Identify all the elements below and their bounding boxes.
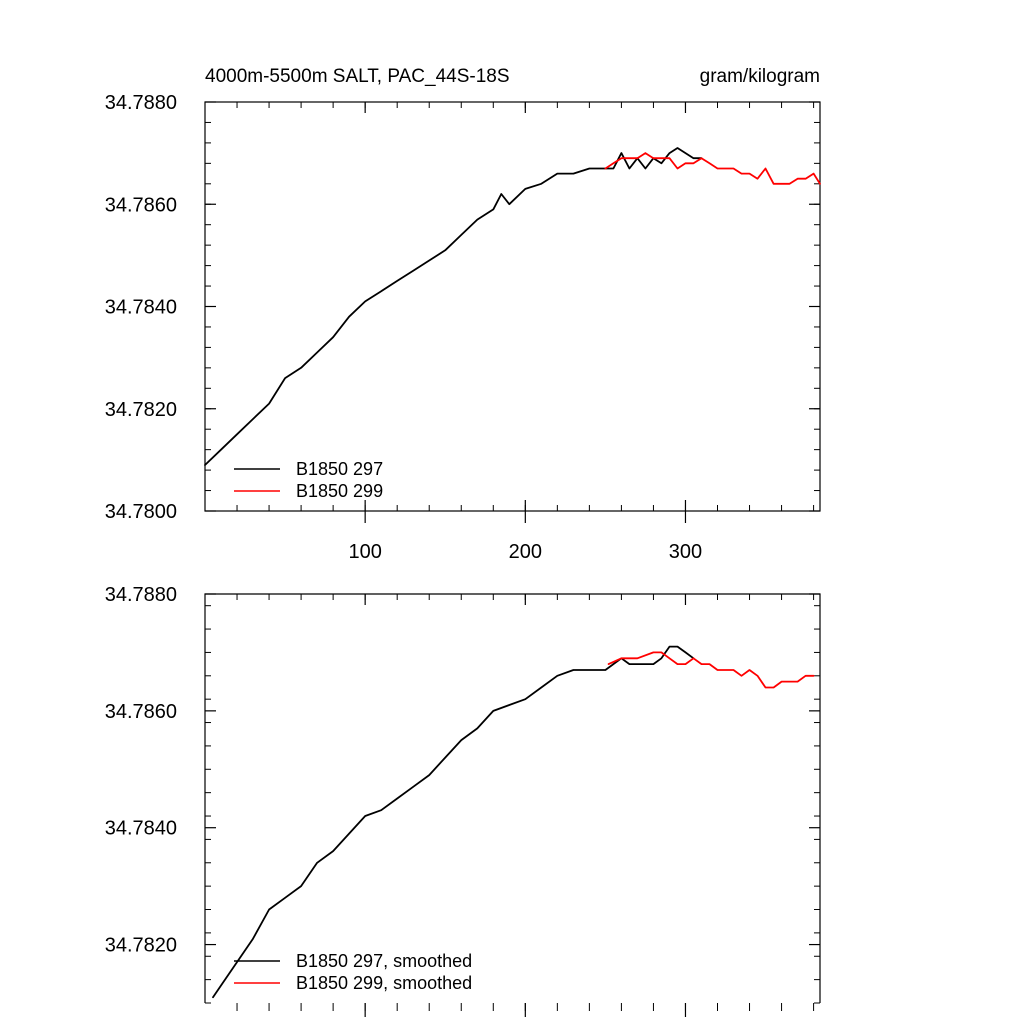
ticks-bottom: 34.7820 34.7840 34.7860 34.7880 xyxy=(105,584,820,1017)
series-line-297 xyxy=(212,645,695,999)
x-tick-label: 200 xyxy=(509,541,542,563)
y-tick-label: 34.7880 xyxy=(105,584,177,606)
series-line-299 xyxy=(607,651,815,689)
series-bottom xyxy=(212,645,815,999)
y-tick-label: 34.7880 xyxy=(105,92,177,114)
legend-label-299-smoothed: B1850 299, smoothed xyxy=(296,973,472,993)
chart-title: 4000m-5500m SALT, PAC_44S-18S xyxy=(205,66,510,87)
y-tick-label: 34.7840 xyxy=(105,297,177,319)
panel-top: 4000m-5500m SALT, PAC_44S-18S gram/kilog… xyxy=(105,66,821,563)
x-tick-label: 300 xyxy=(669,541,702,563)
ticks-top: 34.7800 34.7820 34.7840 34.7860 34.7880 100 20… xyxy=(105,92,820,563)
y-tick-label: 34.7800 xyxy=(105,501,177,523)
legend-label-299: B1850 299 xyxy=(296,481,383,501)
panel-bottom: 34.7820 34.7840 34.7860 34.7880 B1850 297, … xyxy=(105,584,821,1017)
plot-frame-top xyxy=(204,101,821,512)
units-label: gram/kilogram xyxy=(700,66,820,87)
y-tick-label: 34.7860 xyxy=(105,194,177,216)
y-tick-label: 34.7820 xyxy=(105,399,177,421)
x-tick-label: 100 xyxy=(348,541,381,563)
legend-label-297-smoothed: B1850 297, smoothed xyxy=(296,951,472,971)
y-tick-label: 34.7840 xyxy=(105,818,177,840)
legend-top: B1850 297 B1850 299 xyxy=(234,459,383,501)
series-line-299 xyxy=(604,152,821,185)
legend-bottom: B1850 297, smoothed B1850 299, smoothed xyxy=(234,951,472,993)
legend-label-297: B1850 297 xyxy=(296,459,383,479)
plot-frame-bottom xyxy=(204,593,821,1003)
series-line-297 xyxy=(204,147,703,466)
y-tick-label: 34.7860 xyxy=(105,701,177,723)
series-top xyxy=(204,147,821,466)
y-tick-label: 34.7820 xyxy=(105,935,177,957)
